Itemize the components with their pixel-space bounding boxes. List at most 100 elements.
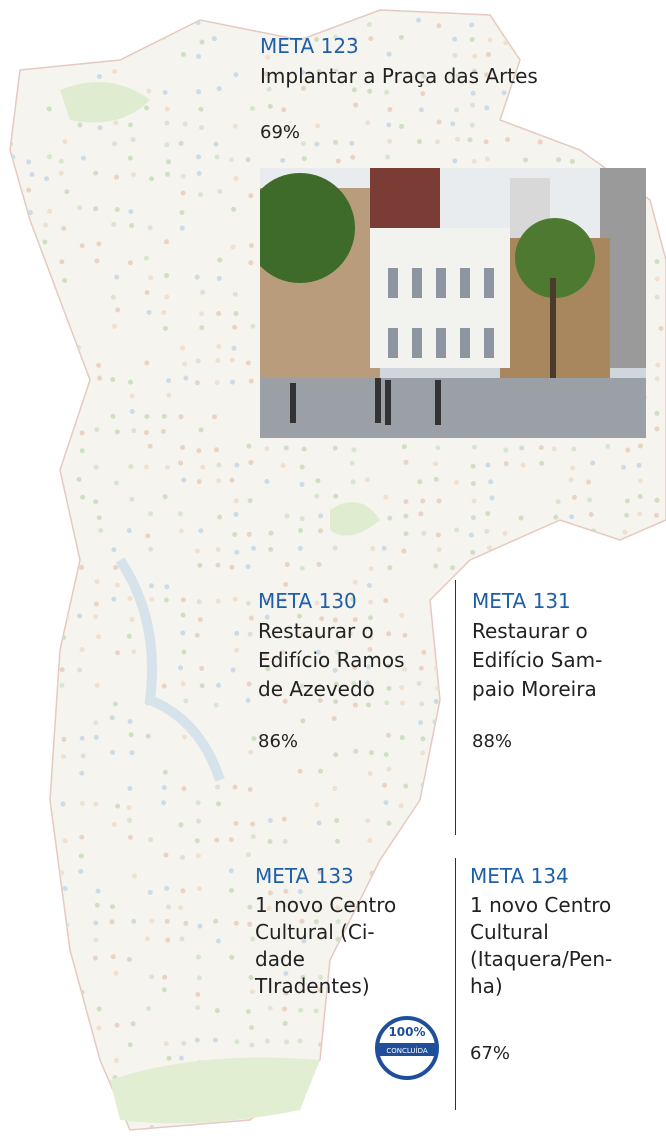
map-dot <box>30 1060 35 1065</box>
map-dot <box>639 1055 644 1060</box>
map-dot <box>196 800 201 805</box>
map-dot <box>214 703 219 708</box>
map-dot <box>333 1057 338 1062</box>
map-dot <box>165 919 170 924</box>
map-dot <box>622 583 627 588</box>
map-dot <box>353 103 358 108</box>
map-dot <box>96 1026 101 1031</box>
map-dot <box>26 159 31 164</box>
map-dot <box>96 889 101 894</box>
map-dot <box>387 139 392 144</box>
map-dot <box>574 1090 579 1095</box>
map-dot <box>605 686 610 691</box>
map-dot <box>246 564 251 569</box>
meta-label: META 134 <box>470 864 569 888</box>
map-dot <box>213 1038 218 1043</box>
map-dot <box>195 275 200 280</box>
map-dot <box>434 836 439 841</box>
map-dot <box>112 69 117 74</box>
map-dot <box>59 548 64 553</box>
map-dot <box>161 800 166 805</box>
map-dot <box>46 580 51 585</box>
map-dot <box>657 1090 662 1095</box>
map-dot <box>352 87 357 92</box>
map-dot <box>417 479 422 484</box>
map-dot <box>229 478 234 483</box>
map-dot <box>334 1026 339 1031</box>
map-dot <box>61 754 66 759</box>
map-dot <box>265 1039 270 1044</box>
divider <box>455 858 456 1110</box>
map-dot <box>654 498 659 503</box>
map-dot <box>234 648 239 653</box>
map-dot <box>556 157 561 162</box>
map-dot <box>419 923 424 928</box>
map-dot <box>623 856 628 861</box>
map-dot <box>382 546 387 551</box>
map-dot <box>164 294 169 299</box>
map-dot <box>638 494 643 499</box>
map-dot <box>94 56 99 61</box>
map-dot <box>129 497 134 502</box>
map-dot <box>268 818 273 823</box>
map-dot <box>216 344 221 349</box>
map-dot <box>113 971 118 976</box>
map-dot <box>589 803 594 808</box>
map-dot <box>367 583 372 588</box>
map-dot <box>164 1041 169 1046</box>
map-dot <box>455 800 460 805</box>
map-dot <box>232 785 237 790</box>
map-dot <box>641 630 646 635</box>
map-dot <box>316 1094 321 1099</box>
map-dot <box>317 820 322 825</box>
map-dot <box>110 904 115 909</box>
map-dot <box>59 259 64 264</box>
map-dot <box>399 613 404 618</box>
map-dot <box>129 750 134 755</box>
map-dot <box>63 886 68 891</box>
map-dot <box>232 325 237 330</box>
badge-text: CONCLUÍDA <box>386 1046 428 1055</box>
map-dot <box>421 531 426 536</box>
map-dot <box>229 837 234 842</box>
map-dot <box>470 550 475 555</box>
map-dot <box>468 1038 473 1043</box>
map-dot <box>472 159 477 164</box>
map-dot <box>315 478 320 483</box>
map-dot <box>196 853 201 858</box>
map-dot <box>251 834 256 839</box>
map-dot <box>163 326 168 331</box>
map-dot <box>467 598 472 603</box>
map-dot <box>195 1005 200 1010</box>
map-dot <box>538 1024 543 1029</box>
map-dot <box>552 583 557 588</box>
map-dot <box>128 260 133 265</box>
map-dot <box>638 563 643 568</box>
map-dot <box>181 52 186 57</box>
map-dot <box>63 838 68 843</box>
map-dot <box>163 494 168 499</box>
map-dot <box>78 1077 83 1082</box>
map-dot <box>608 717 613 722</box>
map-dot <box>80 448 85 453</box>
map-dot <box>97 515 102 520</box>
map-dot <box>130 409 135 414</box>
map-dot <box>217 86 222 91</box>
map-dot <box>387 565 392 570</box>
map-dot <box>539 445 544 450</box>
map-dot <box>281 1124 286 1129</box>
map-dot <box>93 937 98 942</box>
map-dot <box>435 817 440 822</box>
map-dot <box>181 786 186 791</box>
map-dot <box>419 666 424 671</box>
map-dot <box>111 295 116 300</box>
map-dot <box>570 614 575 619</box>
map-dot <box>605 565 610 570</box>
map-dot <box>178 905 183 910</box>
map-dot <box>112 822 117 827</box>
map-dot <box>569 784 574 789</box>
map-dot <box>589 770 594 775</box>
meta-title: ha) <box>470 974 503 998</box>
map-dot <box>622 1076 627 1081</box>
map-dot <box>11 208 16 213</box>
